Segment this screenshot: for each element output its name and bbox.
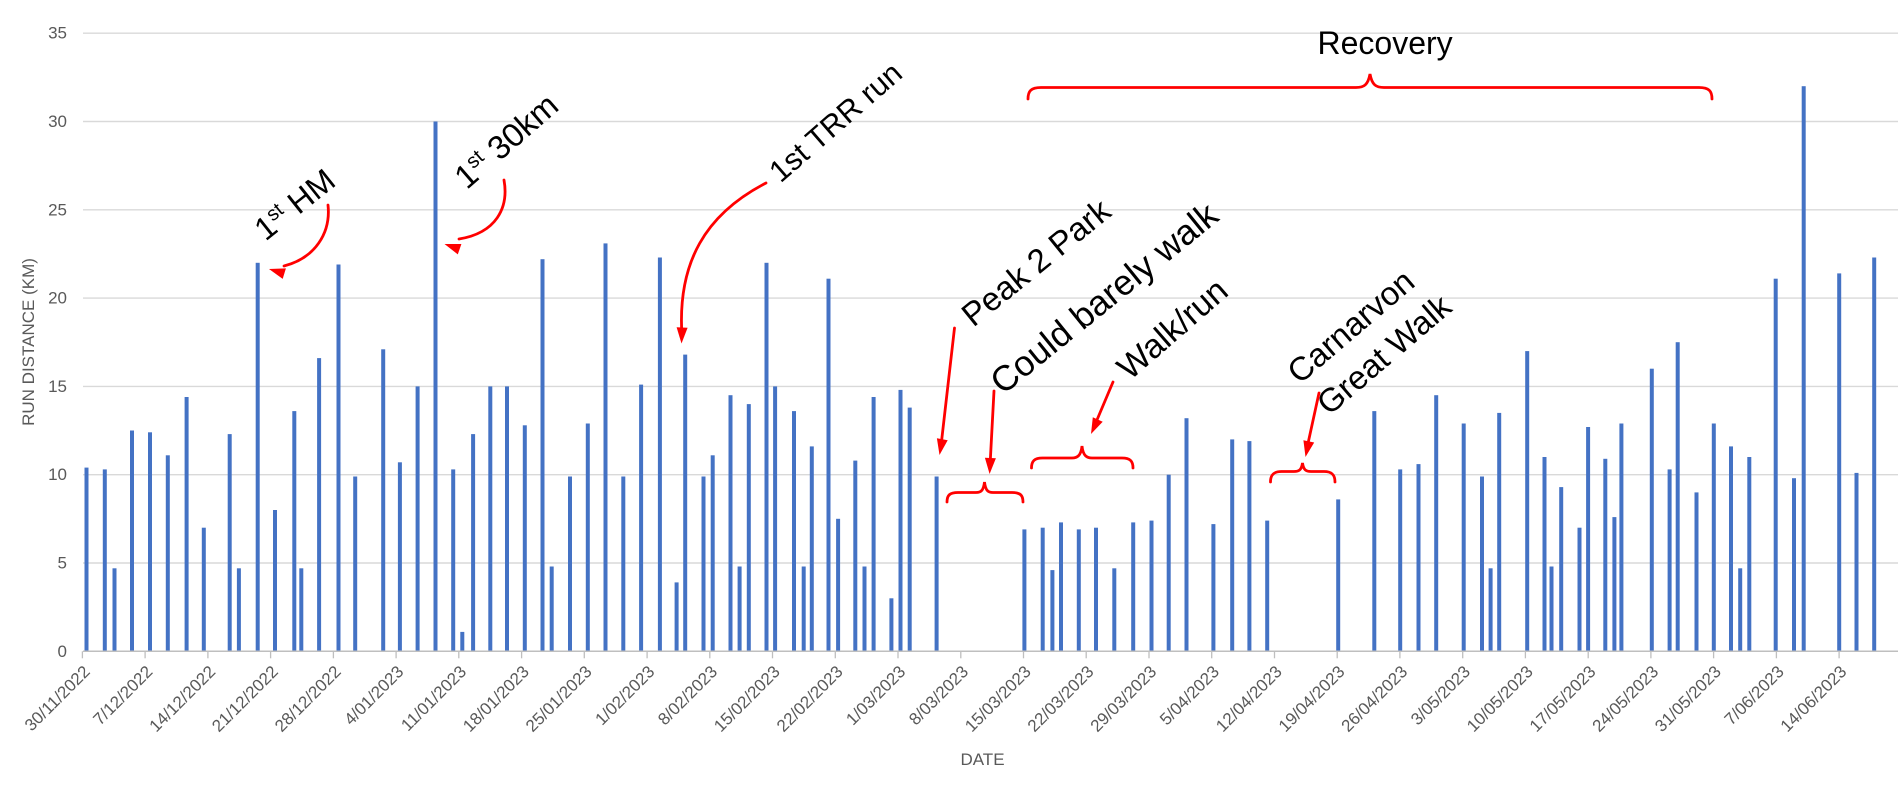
svg-text:1/03/2023: 1/03/2023: [842, 662, 909, 729]
svg-text:20: 20: [48, 289, 67, 308]
svg-text:1st 30km: 1st 30km: [447, 86, 565, 195]
svg-text:RUN DISTANCE (KM): RUN DISTANCE (KM): [19, 258, 38, 426]
svg-text:11/01/2023: 11/01/2023: [397, 662, 470, 735]
svg-text:DATE: DATE: [960, 750, 1004, 769]
svg-text:15/02/2023: 15/02/2023: [710, 662, 784, 736]
svg-text:3/05/2023: 3/05/2023: [1407, 662, 1474, 729]
svg-text:15/03/2023: 15/03/2023: [961, 662, 1035, 736]
svg-text:21/12/2022: 21/12/2022: [208, 662, 282, 736]
svg-text:15: 15: [48, 377, 67, 396]
svg-text:28/12/2022: 28/12/2022: [271, 662, 345, 736]
svg-text:24/05/2023: 24/05/2023: [1589, 662, 1663, 736]
svg-text:12/04/2023: 12/04/2023: [1212, 662, 1286, 736]
svg-text:1st TRR run: 1st TRR run: [763, 56, 909, 189]
svg-text:1/02/2023: 1/02/2023: [592, 662, 659, 729]
svg-text:29/03/2023: 29/03/2023: [1087, 662, 1161, 736]
svg-text:18/01/2023: 18/01/2023: [459, 662, 533, 736]
svg-text:4/01/2023: 4/01/2023: [341, 662, 408, 729]
svg-text:30: 30: [48, 112, 67, 131]
svg-text:8/02/2023: 8/02/2023: [654, 662, 721, 729]
svg-text:10: 10: [48, 465, 67, 484]
svg-text:30/11/2022: 30/11/2022: [21, 662, 94, 735]
svg-text:25: 25: [48, 200, 67, 219]
svg-text:Recovery: Recovery: [1318, 25, 1453, 61]
svg-text:26/04/2023: 26/04/2023: [1338, 662, 1412, 736]
svg-text:17/05/2023: 17/05/2023: [1526, 662, 1600, 736]
svg-text:14/12/2022: 14/12/2022: [146, 662, 220, 736]
svg-text:0: 0: [58, 642, 67, 661]
svg-text:35: 35: [48, 24, 67, 43]
svg-text:7/12/2022: 7/12/2022: [90, 662, 157, 729]
svg-text:7/06/2023: 7/06/2023: [1721, 662, 1788, 729]
svg-text:22/02/2023: 22/02/2023: [773, 662, 847, 736]
svg-text:10/05/2023: 10/05/2023: [1463, 662, 1537, 736]
svg-text:31/05/2023: 31/05/2023: [1651, 662, 1725, 736]
svg-text:8/03/2023: 8/03/2023: [905, 662, 972, 729]
svg-text:19/04/2023: 19/04/2023: [1275, 662, 1349, 736]
svg-text:5/04/2023: 5/04/2023: [1156, 662, 1223, 729]
svg-text:5: 5: [58, 554, 67, 573]
svg-text:14/06/2023: 14/06/2023: [1777, 662, 1851, 736]
svg-text:22/03/2023: 22/03/2023: [1024, 662, 1098, 736]
svg-text:25/01/2023: 25/01/2023: [522, 662, 596, 736]
